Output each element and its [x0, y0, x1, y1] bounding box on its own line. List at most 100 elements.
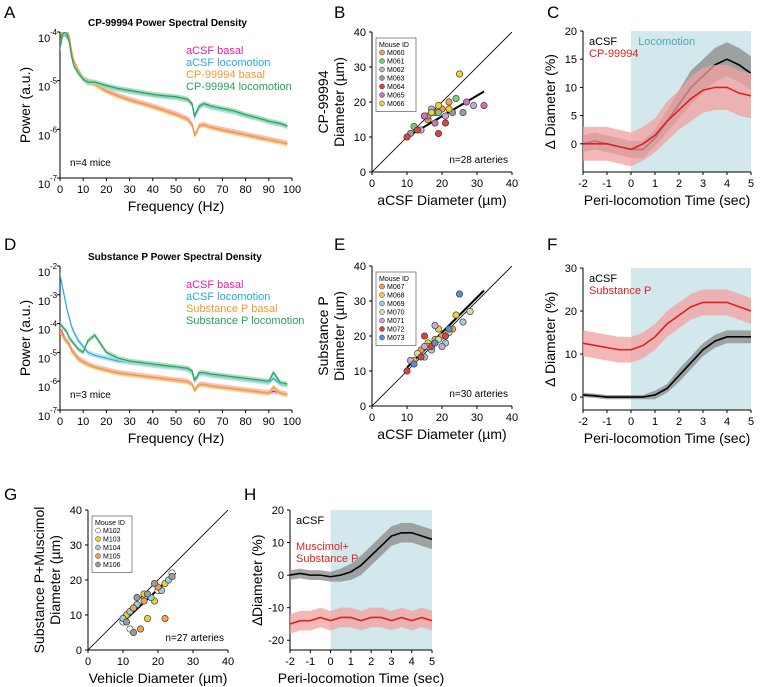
legend-box	[375, 271, 417, 346]
identity-line	[88, 510, 228, 650]
legend-entry: Substance P locomotion	[186, 315, 304, 327]
x-tick-label: 70	[216, 184, 228, 196]
x-tick-label: 30	[123, 184, 135, 196]
panel-g: G 0 10 20 30 40 0 10 20 30 40 Vehicle Diameter (µm)…	[4, 485, 234, 686]
y-tick-label: 40	[70, 505, 82, 517]
legend-marker	[95, 527, 101, 534]
data-point	[455, 70, 463, 78]
y-tick-exponent: -5	[50, 348, 58, 357]
plot-area	[60, 32, 288, 147]
series-line	[60, 32, 288, 145]
x-tick-label: 40	[147, 184, 159, 196]
y-tick-label: 10	[38, 33, 50, 45]
data-point	[441, 119, 449, 127]
y-tick-label: 20	[565, 306, 577, 318]
x-tick-label: 0	[328, 656, 334, 668]
legend-entry: Substance P	[589, 285, 651, 297]
y-axis-label: Diameter (µm)	[331, 57, 347, 147]
series-line	[60, 328, 288, 395]
panel-letter: E	[334, 235, 345, 254]
legend-entry: M063	[387, 76, 405, 83]
y-tick-label: 40	[354, 261, 366, 273]
x-tick-label: 0	[57, 184, 63, 196]
y-tick-label: 30	[354, 296, 366, 308]
data-point	[130, 628, 138, 636]
y-tick-label: 10	[38, 82, 50, 94]
x-tick-label: 2	[676, 416, 682, 428]
y-tick-label: 10	[354, 132, 366, 144]
x-tick-label: 3	[700, 416, 706, 428]
y-tick-label: 0	[571, 139, 577, 151]
legend-marker	[379, 66, 385, 73]
series-line	[290, 616, 432, 625]
panel-letter: C	[547, 3, 559, 22]
panel-letter: F	[547, 235, 557, 254]
legend-entry: M061	[387, 59, 405, 66]
legend-marker	[95, 553, 101, 559]
y-axis-label: Diameter (µm)	[47, 535, 63, 625]
identity-line	[372, 32, 512, 172]
legend-entry: M068	[387, 293, 405, 300]
x-tick-label: 2	[676, 178, 682, 190]
x-tick-label: 0	[369, 178, 375, 190]
y-tick-exponent: -5	[50, 77, 58, 86]
y-tick-exponent: -7	[50, 406, 58, 415]
legend-entry: aCSF locomotion	[186, 291, 270, 303]
legend-entry: Substance P basal	[186, 303, 278, 315]
y-tick-label: 10	[38, 353, 50, 365]
y-tick-label: 5	[571, 111, 577, 123]
x-tick-label: 10	[77, 184, 89, 196]
x-tick-label: 30	[471, 412, 483, 424]
legend-entry: M062	[387, 67, 405, 74]
legend-entry: aCSF basal	[186, 45, 243, 57]
x-tick-label: 20	[100, 184, 112, 196]
legend-entry: M071	[387, 318, 405, 325]
y-tick-exponent: -7	[50, 174, 58, 183]
x-tick-label: 5	[748, 416, 754, 428]
legend-entry: M064	[387, 84, 405, 91]
x-axis-label: aCSF Diameter (µm)	[377, 192, 506, 208]
data-point	[452, 95, 460, 103]
legend-marker	[379, 292, 385, 298]
x-tick-label: 30	[123, 416, 135, 428]
annotation: n=3 mice	[70, 390, 111, 401]
plot-area	[372, 266, 512, 406]
legend-entry: M060	[387, 50, 405, 57]
x-tick-label: 70	[216, 416, 228, 428]
y-axis-label: Power (a.u.)	[17, 67, 33, 143]
y-tick-label: 10	[565, 349, 577, 361]
plot-area	[88, 510, 228, 650]
x-tick-label: 50	[170, 416, 182, 428]
x-tick-label: 5	[429, 656, 435, 668]
data-point	[144, 614, 152, 622]
data-point	[480, 102, 488, 110]
legend-entry: M104	[103, 545, 121, 552]
legend-entry: M073	[387, 335, 405, 342]
y-tick-label: 10	[38, 382, 50, 394]
y-tick-label: 10	[565, 82, 577, 94]
data-point	[130, 604, 138, 612]
x-tick-label: 40	[147, 416, 159, 428]
legend-title: Mouse ID	[379, 42, 409, 49]
x-tick-label: 90	[263, 184, 275, 196]
y-tick-label: 10	[38, 296, 50, 308]
x-tick-label: 1	[348, 656, 354, 668]
y-tick-exponent: -6	[50, 125, 58, 134]
annotation: n=30 arteries	[449, 389, 508, 400]
data-point	[438, 342, 446, 350]
x-tick-label: 5	[748, 178, 754, 190]
legend-title: Mouse ID	[379, 276, 409, 283]
y-tick-label: 0	[571, 392, 577, 404]
legend-marker	[379, 75, 385, 81]
data-point	[434, 130, 442, 138]
panel-c: C Locomotion -2 -1 0 1 2 3 4 5 0 5 10 15 20 Peri-locomo…	[542, 3, 754, 208]
y-tick-label: 10	[38, 130, 50, 142]
y-tick-label: 15	[565, 54, 577, 66]
data-point	[161, 614, 169, 622]
series-band	[583, 330, 751, 400]
y-tick-exponent: -2	[50, 262, 58, 271]
y-axis-label: Substance P+Muscimol	[31, 507, 47, 654]
series-line	[60, 331, 288, 396]
plot-area	[60, 272, 288, 398]
